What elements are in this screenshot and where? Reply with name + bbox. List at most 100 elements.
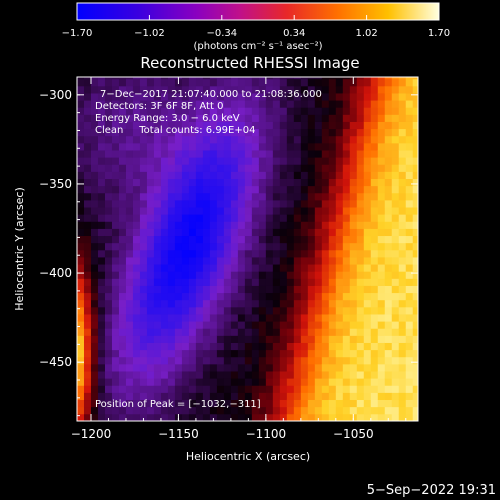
heatmap-cell <box>342 235 351 244</box>
heatmap-cell <box>370 114 379 122</box>
heatmap-cell <box>111 306 120 315</box>
heatmap-cell <box>202 114 211 122</box>
heatmap-cell <box>146 114 155 122</box>
heatmap-cell <box>174 135 183 144</box>
heatmap-cell <box>139 306 148 315</box>
heatmap-cell <box>279 214 288 222</box>
chart-title: Reconstructed RHESSI Image <box>140 54 359 72</box>
heatmap-cell <box>300 207 309 215</box>
heatmap-cell <box>293 185 302 194</box>
heatmap-cell <box>356 221 365 229</box>
heatmap-cell <box>363 242 372 251</box>
heatmap-cell <box>132 392 141 401</box>
heatmap-cell <box>132 328 141 336</box>
heatmap-cell <box>174 292 183 301</box>
heatmap-cell <box>160 385 169 393</box>
heatmap-cell <box>188 85 197 94</box>
heatmap-cell <box>153 93 162 101</box>
heatmap-cell <box>244 93 253 101</box>
heatmap-cell <box>384 199 393 208</box>
heatmap-cell <box>146 342 155 351</box>
heatmap-cell <box>307 207 316 215</box>
heatmap-cell <box>209 142 218 151</box>
axis-ticks: −1200 −1150 −1100 −1050−300−350−400−450 <box>39 77 418 441</box>
heatmap-cell <box>90 356 99 365</box>
heatmap-cell <box>167 278 176 286</box>
heatmap-cell <box>77 107 85 115</box>
heatmap-cell <box>272 164 281 172</box>
heatmap-cell <box>335 356 344 365</box>
heatmap-cell <box>153 78 162 87</box>
heatmap-cell <box>272 321 281 329</box>
heatmap-cell <box>160 128 169 137</box>
heatmap-cell <box>202 363 211 372</box>
heatmap-cell <box>223 207 232 215</box>
heatmap-cell <box>167 157 176 165</box>
colorbar-tick-label: −1.70 <box>62 28 93 39</box>
heatmap-cell <box>286 235 295 244</box>
heatmap-cell <box>342 335 351 343</box>
heatmap-cell <box>153 214 162 222</box>
heatmap-cell <box>104 399 113 408</box>
heatmap-cell <box>377 314 386 322</box>
heatmap-cell <box>286 356 295 365</box>
heatmap-cell <box>335 363 344 372</box>
heatmap-cell <box>97 150 106 158</box>
heatmap-cell <box>132 321 141 329</box>
heatmap-cell <box>363 349 372 358</box>
heatmap-cell <box>104 242 113 251</box>
heatmap-cell <box>77 292 85 301</box>
heatmap-cell <box>405 321 414 329</box>
heatmap-cell <box>132 378 141 386</box>
heatmap-cell <box>118 142 127 151</box>
heatmap-cell <box>90 349 99 358</box>
heatmap-cell <box>202 264 211 272</box>
heatmap-cell <box>195 171 204 179</box>
heatmap-cell <box>223 121 232 130</box>
heatmap-cell <box>90 399 99 408</box>
heatmap-cell <box>181 185 190 194</box>
heatmap-cell <box>118 257 127 265</box>
heatmap-cell <box>174 221 183 229</box>
heatmap-cell <box>342 93 351 101</box>
heatmap-cell <box>223 371 232 379</box>
heatmap-cell <box>83 292 92 301</box>
heatmap-cell <box>111 292 120 301</box>
heatmap-cell <box>279 321 288 329</box>
heatmap-cell <box>118 249 127 258</box>
heatmap-cell <box>237 257 246 265</box>
heatmap-cell <box>258 178 267 187</box>
heatmap-cell <box>223 342 232 351</box>
heatmap-cell <box>251 235 260 244</box>
heatmap-cell <box>237 178 246 187</box>
heatmap-cell <box>279 335 288 343</box>
heatmap-cell <box>293 392 302 401</box>
heatmap-cell <box>77 335 85 343</box>
heatmap-cell <box>223 150 232 158</box>
heatmap-cell <box>83 78 92 87</box>
heatmap-cell <box>384 221 393 229</box>
heatmap-cell <box>265 285 274 294</box>
heatmap-cell <box>202 235 211 244</box>
heatmap-cell <box>146 121 155 130</box>
heatmap-cell <box>398 192 407 201</box>
heatmap-cell <box>384 299 393 308</box>
heatmap-cell <box>363 249 372 258</box>
heatmap-cell <box>90 292 99 301</box>
heatmap-cell <box>370 328 379 336</box>
heatmap-cell <box>391 85 400 94</box>
heatmap-cell <box>181 199 190 208</box>
heatmap-cell <box>195 242 204 251</box>
heatmap-cell <box>223 85 232 94</box>
heatmap-cell <box>391 192 400 201</box>
heatmap-cell <box>153 306 162 315</box>
heatmap-cell <box>77 306 85 315</box>
heatmap-cell <box>216 356 225 365</box>
heatmap-cell <box>286 150 295 158</box>
x-tick-label: −1050 <box>333 427 374 441</box>
heatmap-cell <box>111 392 120 401</box>
heatmap-cell <box>349 328 358 336</box>
heatmap-cell <box>335 249 344 258</box>
heatmap-cell <box>412 292 418 301</box>
heatmap-cell <box>153 285 162 294</box>
